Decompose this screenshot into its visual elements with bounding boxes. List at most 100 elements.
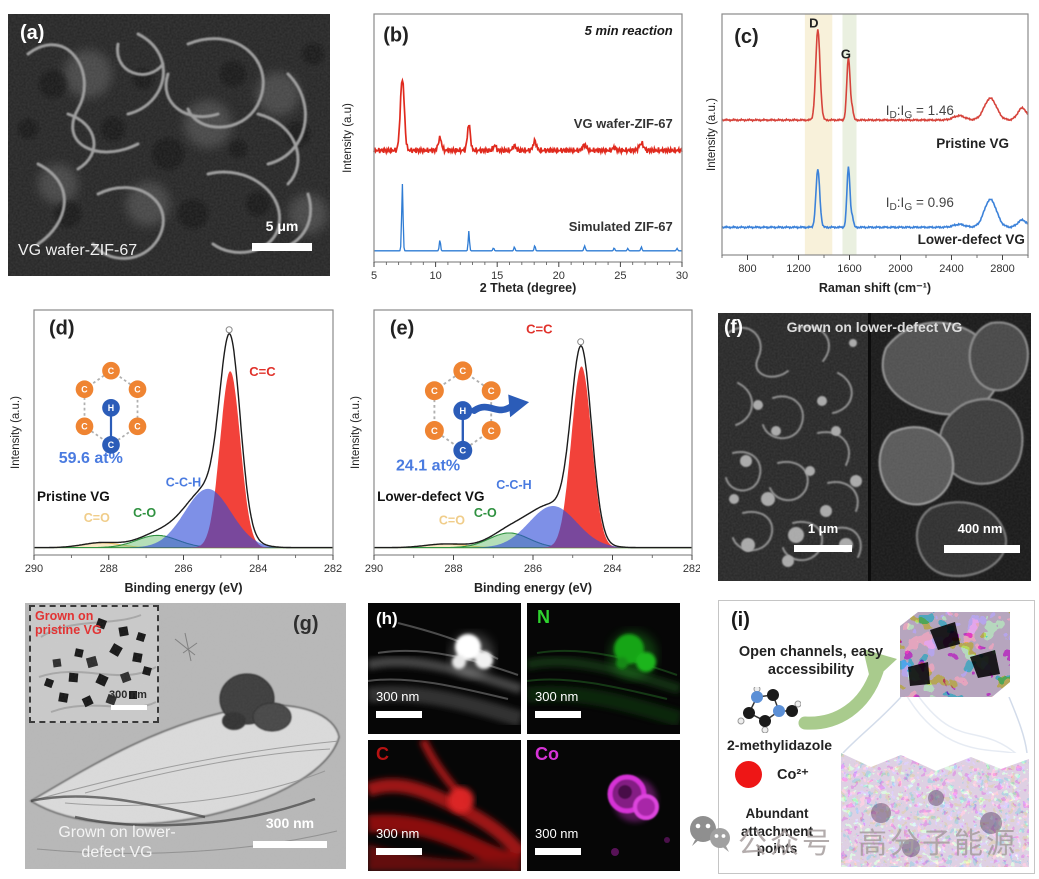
- x-tick-label: 286: [524, 563, 542, 575]
- xps-envelope: [34, 333, 333, 549]
- watermark-text-left: 公众号: [738, 828, 835, 860]
- x-tick-label: 284: [249, 563, 267, 575]
- chart-annotation: (d): [49, 318, 75, 340]
- eds-map-nitrogen: N 300 nm: [527, 603, 680, 734]
- x-axis-label: Binding energy (eV): [474, 581, 592, 595]
- jagged-top-edge: [841, 753, 1029, 771]
- micrograph-open-channels: [900, 612, 1010, 697]
- x-tick-label: 282: [683, 563, 700, 575]
- series-line: [374, 183, 682, 252]
- x-tick-label: 288: [444, 563, 462, 575]
- envelope-apex-marker: [225, 326, 233, 334]
- plot-area: [722, 14, 1028, 255]
- x-tick-label: 2800: [990, 263, 1014, 275]
- xrd-chart: 5 10 15 20 25 30 2 Theta (degree) Intensity (a.…: [342, 13, 688, 295]
- open-channels-text: Open channels, easy accessibility: [738, 644, 884, 679]
- y-axis-label: Intensity (a.u.): [350, 396, 362, 469]
- green-arrow-head: [863, 649, 897, 683]
- chart-annotation: Pristine VG: [936, 136, 1009, 151]
- x-tick-label: 800: [738, 263, 756, 275]
- chart-annotation: C-O: [474, 506, 497, 520]
- methylimidazole-molecule: [737, 687, 801, 733]
- x-tick-label: 1200: [786, 263, 810, 275]
- watermark-text-right: 高分子能源: [858, 828, 1019, 860]
- panel-g-tem-image: Grown on pristine VG 300 nm (g) Grown on…: [25, 603, 346, 869]
- x-tick-label: 290: [25, 563, 43, 575]
- chart-annotation: 59.6 at%: [59, 450, 123, 467]
- panel-h-eds-maps: (h) 300 nm N 300 nm: [368, 603, 680, 871]
- chart-annotation: Lower-defect VG: [377, 489, 484, 504]
- panel-f-sem-image: (f) Grown on lower-defect VG 1 μm 400 nm: [718, 313, 1031, 581]
- xps-chart-pristine: 290 288 286 284 282 Binding energy (eV) Intens…: [10, 309, 342, 595]
- x-tick-label: 25: [614, 270, 626, 282]
- chart-annotation: G: [841, 47, 851, 62]
- chart-annotation: C=C: [249, 364, 276, 379]
- xps-chart-lower-defect: 290 288 286 284 282 Binding energy (eV) Intens…: [350, 309, 701, 595]
- chart-annotation: C-C-H: [166, 475, 201, 489]
- chart-annotation: C=O: [439, 513, 465, 527]
- chart-annotation: C=O: [84, 511, 110, 525]
- chart-annotation: (b): [383, 24, 409, 46]
- xps-component-C-C-H: [34, 488, 333, 548]
- x-axis-label: 2 Theta (degree): [480, 281, 577, 295]
- xps-component-C-C-H: [374, 506, 692, 548]
- panel-label-i: (i): [731, 609, 750, 631]
- chart-annotation: C-O: [133, 506, 156, 520]
- plot-area: [374, 14, 682, 262]
- chart-annotation: C-C-H: [496, 478, 531, 492]
- y-axis-label: Intensity (a.u): [342, 103, 354, 173]
- x-tick-label: 282: [324, 563, 342, 575]
- x-tick-label: 5: [371, 270, 377, 282]
- envelope-apex-marker: [577, 338, 585, 346]
- panel-a-sem-image: (a) VG wafer-ZIF-67 5 μm: [8, 14, 330, 276]
- chart-annotation: (c): [734, 26, 758, 48]
- x-axis-label: Binding energy (eV): [124, 581, 242, 595]
- x-tick-label: 284: [603, 563, 621, 575]
- x-tick-label: 10: [429, 270, 441, 282]
- x-tick-label: 15: [491, 270, 503, 282]
- panel-c-raman-chart: 800 1200 1600 2000 2400 2800 Raman shift (cm⁻¹…: [704, 6, 1038, 296]
- x-tick-label: 30: [676, 270, 688, 282]
- x-tick-label: 288: [100, 563, 118, 575]
- x-tick-label: 20: [553, 270, 565, 282]
- chart-annotation: Lower-defect VG: [918, 232, 1025, 247]
- chart-annotation: Simulated ZIF-67: [569, 219, 673, 234]
- series-line: [721, 29, 1029, 123]
- x-tick-label: 290: [365, 563, 383, 575]
- plot-frame: [373, 13, 683, 263]
- chart-annotation: ID:IG = 1.46: [886, 103, 954, 121]
- molecule-label: 2-methylidazole: [727, 737, 833, 753]
- chart-annotation: VG wafer-ZIF-67: [574, 116, 673, 131]
- y-axis-label: Intensity (a.u.): [706, 98, 718, 171]
- x-tick-label: 2400: [939, 263, 963, 275]
- chart-annotation: ID:IG = 0.96: [886, 195, 954, 213]
- tem-texture-g: [25, 603, 346, 869]
- chart-annotation: D: [809, 15, 818, 30]
- series-line: [373, 77, 683, 156]
- x-tick-label: 1600: [837, 263, 861, 275]
- x-tick-label: 2000: [888, 263, 912, 275]
- panel-e-xps-chart: 290 288 286 284 282 Binding energy (eV) Intens…: [348, 298, 701, 596]
- chart-annotation: Pristine VG: [37, 489, 110, 504]
- sem-texture-f: [718, 313, 1031, 581]
- chart-annotation: (e): [390, 318, 414, 340]
- highlight-band: [804, 14, 833, 255]
- green-growth-arrow: [798, 664, 884, 730]
- cobalt-ion-label: Co²⁺: [777, 767, 809, 783]
- chart-annotation: 24.1 at%: [396, 457, 460, 474]
- chart-annotation: 5 min reaction: [585, 23, 673, 38]
- raman-chart: 800 1200 1600 2000 2400 2800 Raman shift (cm⁻¹…: [706, 13, 1029, 295]
- chart-annotation: C=C: [526, 321, 553, 336]
- eds-map-haadf: (h) 300 nm: [368, 603, 521, 734]
- cobalt-ion-dot: [735, 761, 762, 788]
- x-axis-label: Raman shift (cm⁻¹): [819, 281, 931, 295]
- panel-d-xps-chart: 290 288 286 284 282 Binding energy (eV) Intens…: [8, 298, 348, 596]
- series-line: [721, 166, 1029, 230]
- eds-map-cobalt: Co 300 nm: [527, 740, 680, 871]
- panel-b-xrd-chart: 5 10 15 20 25 30 2 Theta (degree) Intensity (a.…: [340, 6, 702, 296]
- eds-map-carbon: C 300 nm: [368, 740, 521, 871]
- y-axis-label: Intensity (a.u.): [10, 396, 22, 469]
- x-tick-label: 286: [174, 563, 192, 575]
- xps-envelope: [374, 344, 692, 549]
